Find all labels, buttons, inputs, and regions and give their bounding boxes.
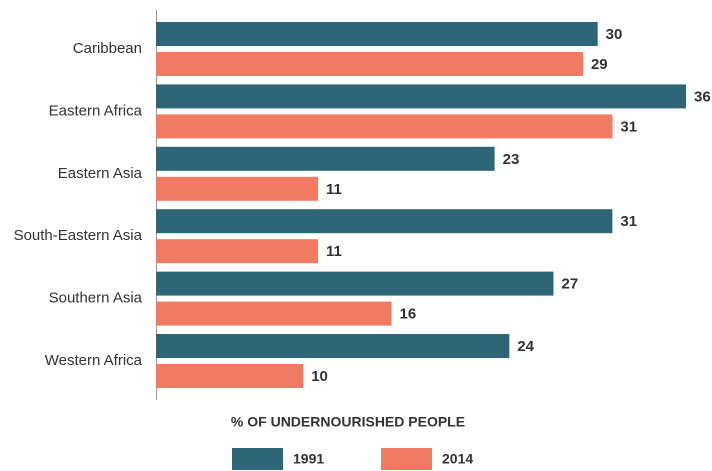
data-label: 29: [591, 56, 608, 73]
y-tick-label: Eastern Africa: [49, 102, 143, 119]
data-label: 31: [620, 213, 637, 230]
data-label: 16: [400, 306, 417, 323]
x-axis-label: % OF UNDERNOURISHED PEOPLE: [231, 414, 465, 430]
bar: [156, 334, 510, 358]
y-tick-label: South-Eastern Asia: [14, 227, 143, 244]
y-tick-label: Southern Asia: [49, 290, 143, 307]
bar: [156, 239, 318, 264]
legend-label: 1991: [293, 451, 324, 467]
bar: [156, 146, 495, 171]
bar: [156, 364, 304, 388]
data-label: 23: [503, 151, 520, 168]
bar: [156, 301, 392, 326]
bar: [156, 176, 318, 201]
data-label: 31: [620, 118, 637, 135]
bar: [156, 271, 554, 296]
data-label: 36: [694, 88, 711, 105]
y-tick-label: Western Africa: [45, 352, 143, 369]
bar: [156, 84, 686, 109]
bar: [156, 209, 613, 234]
legend-swatch: [232, 448, 283, 470]
data-label: 10: [311, 368, 328, 385]
data-label: 11: [326, 181, 342, 198]
y-tick-label: Eastern Asia: [58, 165, 143, 182]
y-tick-label: Caribbean: [73, 40, 142, 57]
data-label: 24: [517, 338, 534, 355]
bar: [156, 114, 613, 139]
data-label: 30: [606, 26, 623, 43]
bar: [156, 22, 598, 46]
legend-label: 2014: [442, 451, 473, 467]
data-label: 11: [326, 243, 342, 260]
bar: [156, 52, 583, 76]
legend-swatch: [381, 448, 432, 470]
data-label: 27: [562, 276, 579, 293]
